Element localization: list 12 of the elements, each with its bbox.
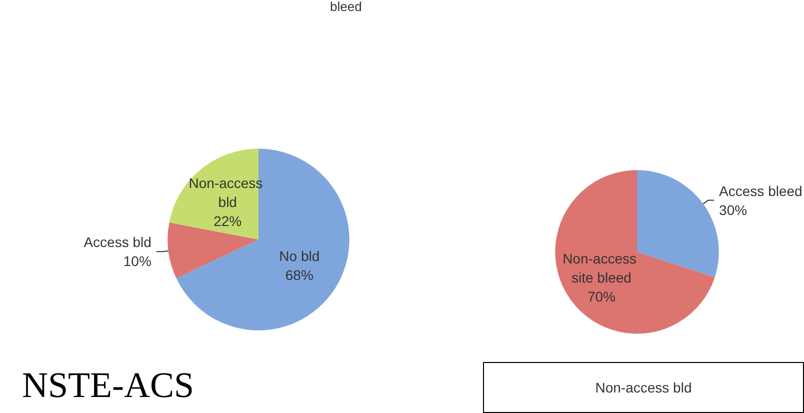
data-label: 68%: [285, 266, 314, 283]
text: bleed: [330, 0, 362, 14]
data-label: 22%: [214, 213, 242, 230]
slice-label: Access bleed: [719, 182, 802, 199]
slice-label: Non-access site bleed: [562, 250, 640, 286]
slice-label: No bld: [279, 248, 320, 264]
data-label: 70%: [587, 288, 616, 305]
data-label: 10%: [123, 253, 152, 270]
text: NSTE-ACS: [22, 365, 194, 405]
slice-label: Access bld: [84, 234, 152, 250]
text: Non-access bld: [595, 380, 692, 396]
data-label: 30%: [719, 202, 748, 218]
